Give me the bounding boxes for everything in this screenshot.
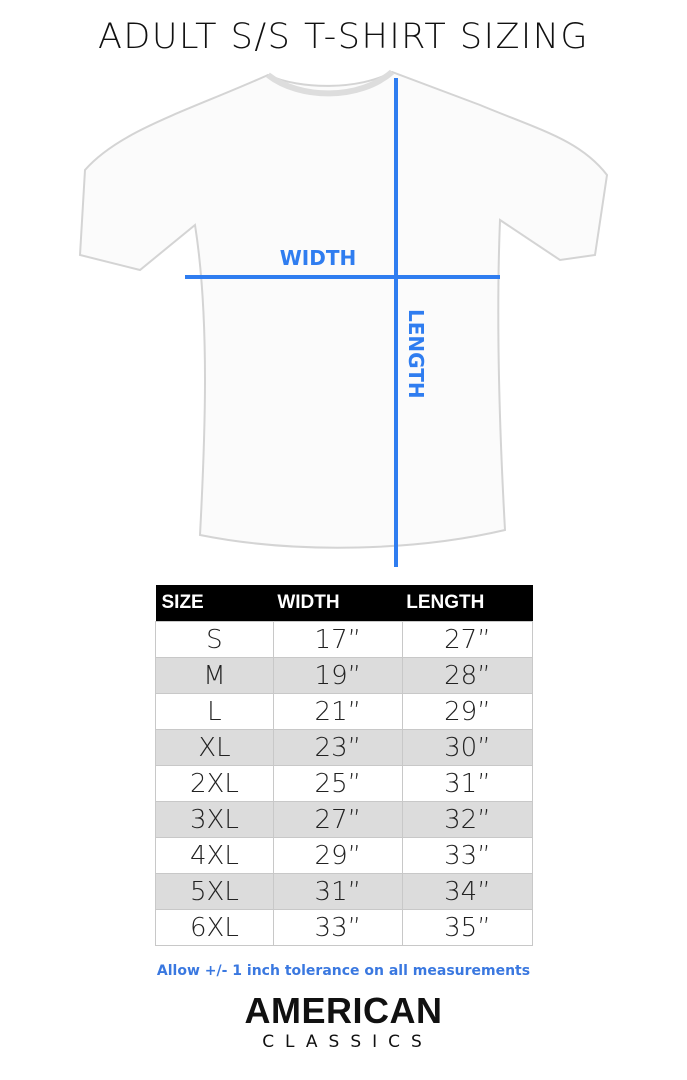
size-cell: L: [155, 693, 274, 730]
header-width: WIDTH: [273, 585, 403, 622]
header-size: SIZE: [155, 585, 274, 622]
size-cell: 2XL: [155, 765, 274, 802]
size-cell: M: [155, 657, 274, 694]
size-cell: S: [155, 621, 274, 658]
width-cell: 19”: [272, 657, 403, 694]
width-cell: 25”: [272, 765, 403, 802]
size-cell: 3XL: [155, 801, 274, 838]
table-row: 3XL 27” 32”: [155, 801, 534, 838]
logo-american: AMERICAN: [244, 990, 443, 1031]
table-row: 2XL 25” 31”: [155, 765, 534, 802]
header-length: LENGTH: [402, 585, 533, 622]
table-row: 5XL 31” 34”: [155, 873, 534, 910]
length-cell: 34”: [401, 873, 534, 910]
table-row: 6XL 33” 35”: [155, 909, 534, 946]
size-cell: 5XL: [155, 873, 274, 910]
width-cell: 27”: [272, 801, 403, 838]
table-row: M 19” 28”: [155, 657, 534, 694]
table-row: 4XL 29” 33”: [155, 837, 534, 874]
length-cell: 30”: [401, 729, 534, 766]
size-cell: XL: [155, 729, 274, 766]
collar: [266, 69, 394, 97]
length-cell: 35”: [401, 909, 534, 946]
width-label: WIDTH: [279, 246, 357, 270]
length-cell: 27”: [401, 621, 534, 658]
table-row: XL 23” 30”: [155, 729, 534, 766]
width-cell: 17”: [272, 621, 403, 658]
length-cell: 32”: [401, 801, 534, 838]
length-label: LENGTH: [404, 309, 428, 399]
length-cell: 33”: [401, 837, 534, 874]
length-cell: 28”: [401, 657, 534, 694]
width-cell: 23”: [272, 729, 403, 766]
table-header: SIZE WIDTH LENGTH: [155, 585, 533, 622]
width-cell: 21”: [272, 693, 403, 730]
tshirt-shape: [78, 70, 609, 549]
length-cell: 29”: [401, 693, 534, 730]
size-cell: 4XL: [155, 837, 274, 874]
width-cell: 33”: [272, 909, 403, 946]
logo-classics: CLASSICS: [262, 1032, 433, 1052]
length-cell: 31”: [401, 765, 534, 802]
table-row: L 21” 29”: [155, 693, 534, 730]
size-cell: 6XL: [155, 909, 274, 946]
width-cell: 29”: [272, 837, 403, 874]
table-row: S 17” 27”: [155, 621, 534, 658]
size-table: SIZE WIDTH LENGTH S 17” 27” M 19” 28” L 21” 29” X…: [155, 585, 534, 946]
tolerance-note: Allow +/- 1 inch tolerance on all measur…: [156, 963, 531, 979]
tshirt-diagram: [78, 69, 609, 567]
page-title: ADULT S/S T-SHIRT SIZING: [97, 17, 590, 57]
width-cell: 31”: [272, 873, 403, 910]
